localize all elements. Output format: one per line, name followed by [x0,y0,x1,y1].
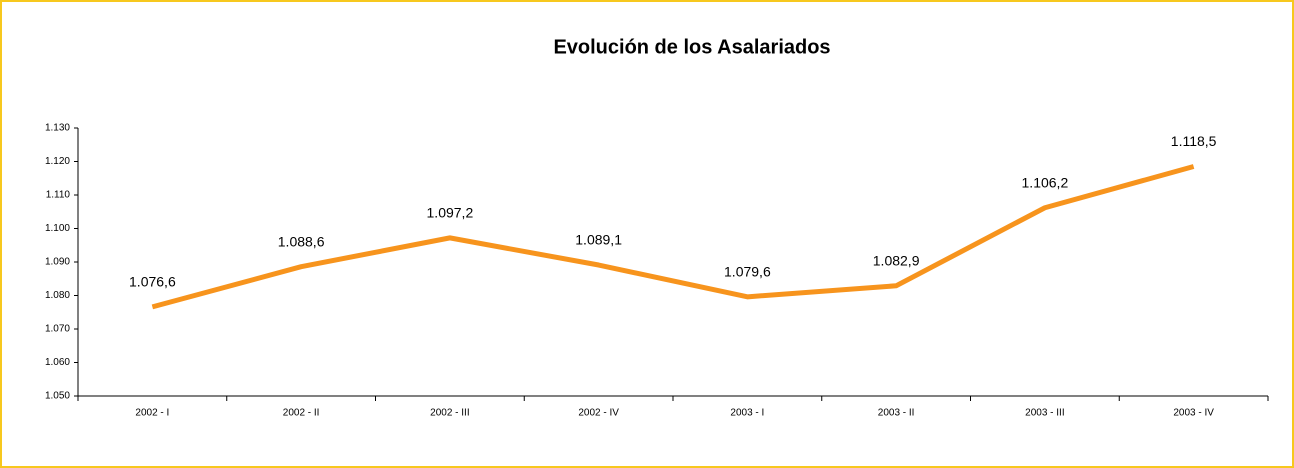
y-tick-label: 1.090 [45,257,70,268]
y-tick-label: 1.130 [45,123,70,134]
y-tick-label: 1.080 [45,290,70,301]
x-tick-label: 2002 - I [135,408,169,419]
data-label: 1.106,2 [1022,174,1069,190]
x-tick-label: 2002 - III [430,408,469,419]
y-tick-label: 1.070 [45,324,70,335]
line [151,164,1195,310]
x-tick-label: 2002 - II [283,408,320,419]
data-label: 1.097,2 [427,205,474,221]
data-label: 1.082,9 [873,252,920,268]
data-label: 1.079,6 [724,264,771,280]
chart-title: Evolución de los Asalariados [553,36,830,58]
y-tick-label: 1.120 [45,156,70,167]
x-tick-label: 2003 - I [730,408,764,419]
y-tick-label: 1.100 [45,223,70,234]
data-label: 1.088,6 [278,233,325,249]
y-tick-label: 1.110 [46,190,71,201]
x-tick-label: 2003 - IV [1173,408,1214,419]
data-label: 1.118,5 [1171,133,1217,149]
data-label: 1.076,6 [129,274,176,290]
x-tick-label: 2002 - IV [578,408,619,419]
y-tick-label: 1.050 [45,391,70,402]
data-label: 1.089,1 [575,232,622,248]
y-tick-label: 1.060 [45,357,70,368]
x-tick-label: 2003 - III [1025,408,1064,419]
x-tick-label: 2003 - II [878,408,915,419]
